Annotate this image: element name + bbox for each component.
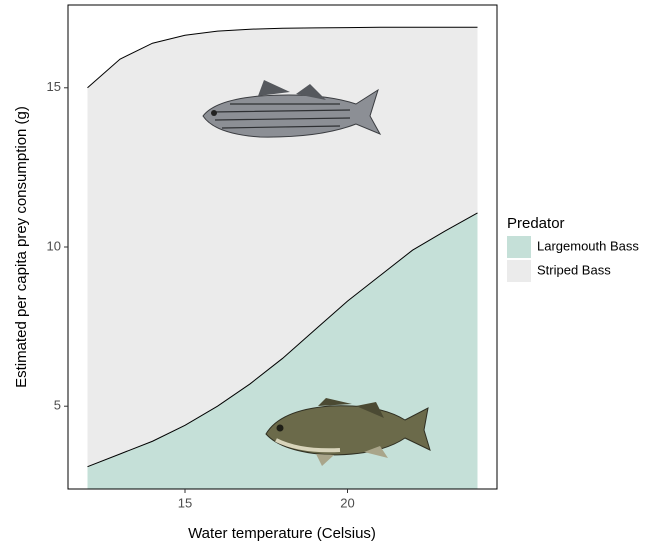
legend-label: Striped Bass (537, 262, 611, 277)
legend-swatch (507, 236, 531, 258)
x-axis-title: Water temperature (Celsius) (188, 525, 376, 542)
x-tick-label: 15 (178, 495, 192, 510)
chart: Water temperature (Celsius) Estimated pe… (0, 0, 651, 546)
y-tick-label: 15 (47, 79, 61, 94)
legend-label: Largemouth Bass (537, 238, 639, 253)
legend-title: Predator (507, 215, 565, 232)
y-tick-label: 10 (47, 238, 61, 253)
y-tick-label: 5 (54, 398, 61, 413)
legend-swatch (507, 260, 531, 282)
y-axis-title: Estimated per capita prey consumption (g… (13, 106, 30, 388)
x-tick-label: 20 (340, 495, 354, 510)
